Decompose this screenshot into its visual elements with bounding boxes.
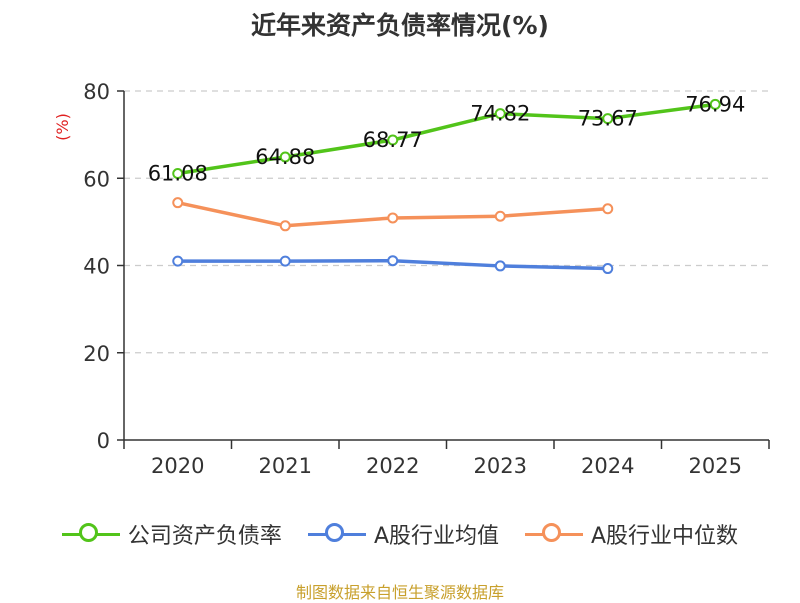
data-label: 74.82	[470, 102, 530, 126]
chart-title: 近年来资产负债率情况(%)	[251, 11, 549, 40]
data-point	[387, 255, 399, 267]
data-point	[494, 260, 506, 272]
x-tick-label: 2021	[259, 454, 312, 478]
x-tick-label: 2023	[474, 454, 527, 478]
series-line	[177, 102, 716, 176]
data-label: 64.88	[255, 145, 315, 169]
x-tick-label: 2025	[689, 454, 742, 478]
legend-marker-icon	[525, 522, 583, 546]
chart-legend: 公司资产负债率 A股行业均值 A股行业中位数	[0, 518, 800, 550]
y-tick-label: 60	[83, 167, 110, 191]
legend-item[interactable]: A股行业中位数	[525, 518, 738, 550]
data-point	[172, 197, 184, 209]
data-point	[279, 151, 291, 163]
data-source-note: 制图数据来自恒生聚源数据库	[295, 583, 504, 602]
data-point	[387, 134, 399, 146]
data-point	[494, 108, 506, 120]
data-label: 76.94	[685, 92, 745, 116]
data-label: 73.67	[578, 107, 638, 131]
data-point	[494, 210, 506, 222]
legend-label: A股行业均值	[373, 524, 499, 549]
legend-marker-icon	[307, 522, 366, 546]
legend-item[interactable]: A股行业均值	[307, 518, 499, 550]
y-tick-label: 0	[97, 429, 110, 453]
legend-label: A股行业中位数	[591, 524, 739, 549]
data-label: 68.77	[363, 128, 423, 152]
data-label: 61.08	[148, 162, 208, 186]
data-point	[602, 203, 614, 215]
x-tick-label: 2022	[366, 454, 419, 478]
data-point	[172, 255, 184, 267]
y-tick-label: 80	[83, 80, 110, 104]
data-point	[602, 113, 614, 125]
legend-item[interactable]: 公司资产负债率	[61, 518, 282, 550]
x-tick-label: 2024	[581, 454, 634, 478]
data-point	[279, 220, 291, 232]
data-point	[709, 98, 721, 110]
data-point	[602, 263, 614, 275]
data-point	[387, 212, 399, 224]
data-point	[172, 168, 184, 180]
y-tick-label: 40	[83, 255, 110, 279]
x-tick-label: 2020	[151, 454, 204, 478]
y-axis-label: (%)	[53, 113, 72, 141]
data-point	[279, 255, 291, 267]
legend-label: 公司资产负债率	[127, 524, 282, 549]
y-tick-label: 20	[83, 342, 110, 366]
legend-marker-icon	[61, 522, 120, 546]
